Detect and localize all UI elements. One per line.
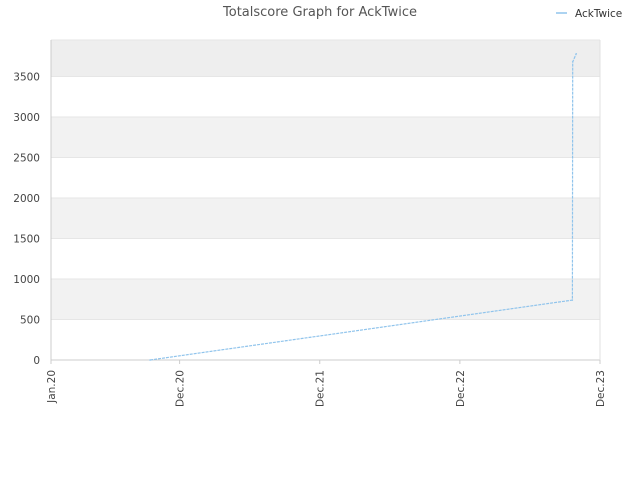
plot-band — [51, 157, 600, 198]
legend-label-acktwice: AckTwice — [575, 8, 622, 20]
x-tick-label: Jan.20 — [46, 370, 58, 404]
chart-title: Totalscore Graph for AckTwice — [222, 5, 417, 20]
grid-lines — [51, 39, 600, 361]
y-tick-label: 500 — [20, 314, 40, 326]
plot-band — [51, 40, 600, 77]
x-tick-label: Dec.20 — [175, 370, 187, 407]
plot-band — [51, 116, 600, 158]
data-point — [571, 61, 574, 63]
plot-band — [51, 319, 600, 360]
series-layer — [149, 52, 577, 361]
x-tick-labels: Jan.20 Dec.20 Dec.21 Dec.22 Dec.23 — [46, 360, 607, 407]
plot-band — [51, 76, 600, 117]
x-tick-label: Dec.22 — [455, 370, 467, 407]
x-tick-label: Dec.23 — [595, 370, 607, 407]
y-tick-label: 3000 — [13, 112, 40, 124]
y-tick-label: 0 — [33, 355, 40, 367]
y-tick-label: 2500 — [13, 152, 40, 164]
data-point — [149, 359, 151, 361]
x-tick-label: Dec.21 — [315, 370, 327, 407]
y-tick-label: 2000 — [13, 193, 40, 205]
y-tick-labels: 0 500 1000 1500 2000 2500 3000 3500 — [13, 71, 40, 367]
plot-band — [51, 197, 600, 239]
plot-band — [51, 278, 600, 320]
plot-band — [51, 238, 600, 279]
plot-bands — [51, 40, 600, 360]
data-point — [571, 299, 574, 301]
y-tick-label: 1500 — [13, 233, 40, 245]
y-tick-label: 3500 — [13, 71, 40, 83]
data-point — [575, 52, 577, 55]
series-line-acktwice — [150, 53, 577, 361]
legend[interactable]: AckTwice — [556, 8, 622, 20]
y-tick-label: 1000 — [13, 274, 40, 286]
